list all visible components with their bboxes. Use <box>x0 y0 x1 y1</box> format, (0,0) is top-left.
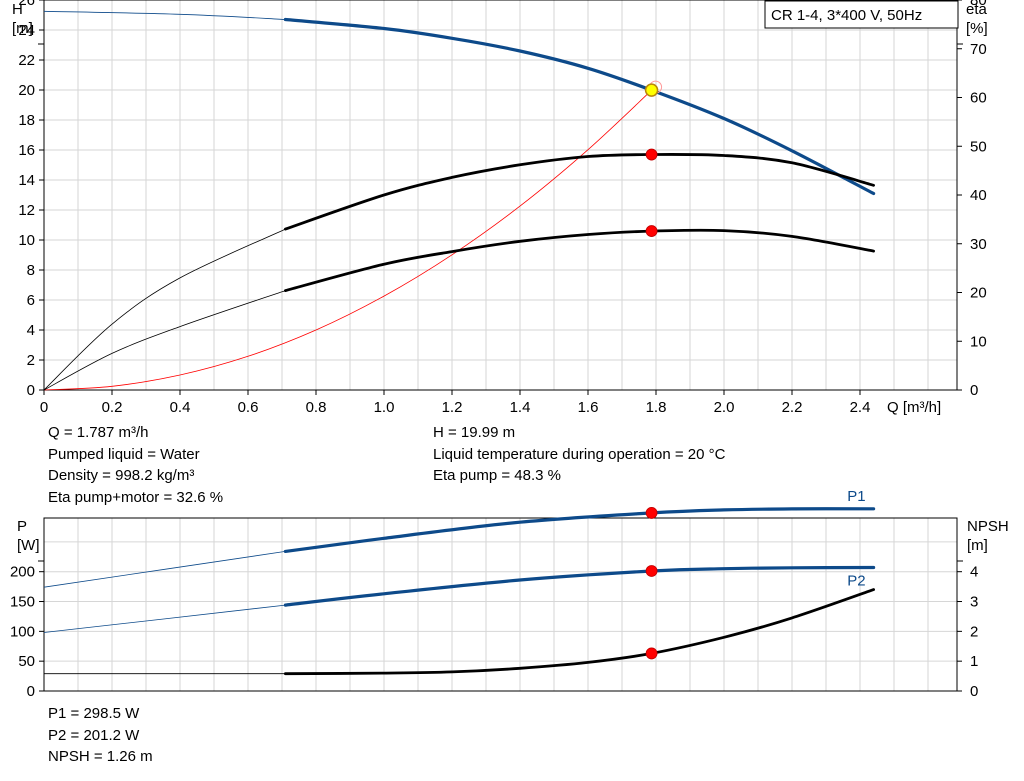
head-eta-panel-ytick-label: 0 <box>27 382 35 399</box>
head-eta-panel-xtick-label: 2.4 <box>850 399 871 416</box>
power-npsh-panel-ytick-label: 0 <box>27 683 35 700</box>
head-eta-panel-xtick-label: 1.2 <box>442 399 463 416</box>
power-npsh-panel-ytick-label: 50 <box>18 653 35 670</box>
head-eta-panel-series-eta-pump-motor-thin-line <box>43 290 286 391</box>
density-readout: Density = 998.2 kg/m³ <box>48 467 195 484</box>
duty-info-right: H = 19.99 m Liquid temperature during op… <box>433 422 725 487</box>
power-npsh-panel-duty-point-marker-0 <box>645 507 658 519</box>
power-npsh-panel-series-p2-bold-line <box>283 565 876 607</box>
head-eta-panel-y2tick-label: 80 <box>970 0 987 9</box>
p2-readout: P2 = 201.2 W <box>48 726 140 744</box>
power-npsh-panel-y2tick-label: 3 <box>970 594 978 611</box>
p1-readout: P1 = 298.5 W <box>48 705 140 722</box>
power-npsh-panel-y2tick-label: 1 <box>970 653 978 670</box>
head-eta-panel-ytick-label: 24 <box>18 22 35 39</box>
head-eta-panel-xlabel: Q [m³/h] <box>887 399 941 416</box>
head-eta-panel-xtick-label: 2.0 <box>714 399 735 416</box>
head-eta-panel-ytick-label: 14 <box>18 172 35 189</box>
power-info: P1 = 298.5 W P2 = 201.2 W NPSH = 1.26 m <box>48 703 153 768</box>
head-eta-panel-series-h-bold-line <box>283 17 876 196</box>
head-eta-panel-y2tick-label: 40 <box>970 187 987 204</box>
head-eta-panel-series-system-line <box>43 89 652 391</box>
power-npsh-panel-ylabel-line-1: [W] <box>17 537 40 554</box>
power-npsh-panel-series-p1-bold-line <box>283 507 876 553</box>
head-eta-panel-y2label-line-0: eta <box>966 1 988 18</box>
power-npsh-panel-series-p1-thin-line <box>43 551 286 588</box>
head-eta-panel-ytick-label: 2 <box>27 352 35 369</box>
eta-pump-readout: Eta pump = 48.3 % <box>433 467 561 484</box>
head-eta-panel-ytick-label: 12 <box>18 202 35 219</box>
head-readout: H = 19.99 m <box>433 424 516 441</box>
power-npsh-panel-y2tick-label: 4 <box>970 564 978 581</box>
power-npsh-panel-series-npsh-bold-line <box>284 588 875 676</box>
head-eta-panel-ytick-label: 4 <box>27 322 35 339</box>
power-npsh-panel-duty-point-marker-1 <box>645 565 658 577</box>
head-eta-panel-ylabel-line-1: [m] <box>12 20 33 37</box>
chart-title: CR 1-4, 3*400 V, 50Hz <box>771 7 922 24</box>
head-eta-panel-duty-point-marker <box>644 83 659 97</box>
head-eta-panel-ytick-label: 22 <box>18 52 35 69</box>
power-npsh-panel-plot-frame <box>43 517 958 692</box>
head-eta-panel-y2label-line-1: [%] <box>966 20 988 37</box>
head-eta-panel-y2tick-label: 70 <box>970 41 987 58</box>
head-eta-panel-plot-frame <box>43 0 958 391</box>
liquid-temperature-readout: Liquid temperature during operation = 20… <box>433 445 726 463</box>
power-npsh-panel-series-p1-legend-label: P1 <box>847 488 865 505</box>
head-eta-panel-series-eta-pump-motor-bold-line <box>284 228 875 292</box>
power-npsh-panel-y2label-line-1: [m] <box>967 537 988 554</box>
pumped-liquid-readout: Pumped liquid = Water <box>48 445 200 463</box>
power-npsh-panel-ytick-label: 100 <box>10 623 35 640</box>
flow-readout: Q = 1.787 m³/h <box>48 424 149 441</box>
head-eta-panel-y2tick-label: 0 <box>970 382 978 399</box>
power-npsh-panel-ylabel-line-0: P <box>17 518 27 535</box>
power-npsh-panel-series-p2-legend-label: P2 <box>847 573 865 590</box>
head-eta-panel-duty-point-marker-2 <box>645 225 658 237</box>
head-eta-panel-xtick-label: 1.6 <box>578 399 599 416</box>
power-npsh-panel-y2label-line-0: NPSH <box>967 518 1009 535</box>
power-npsh-panel-ytick-label: 200 <box>10 564 35 581</box>
head-eta-panel-xtick-label: 2.2 <box>782 399 803 416</box>
power-npsh-panel-series-p2-thin-line <box>43 604 286 633</box>
eta-pump-motor-readout: Eta pump+motor = 32.6 % <box>48 488 224 506</box>
power-npsh-panel-y2tick-label: 0 <box>970 683 978 700</box>
head-eta-panel-series-eta-pump-thin-line <box>43 228 286 391</box>
head-eta-panel-ytick-label: 10 <box>18 232 35 249</box>
duty-info-left: Q = 1.787 m³/h Pumped liquid = Water Den… <box>48 422 223 508</box>
head-eta-panel-xtick-label: 1.0 <box>374 399 395 416</box>
head-eta-panel-y2tick-label: 60 <box>970 90 987 107</box>
power-npsh-panel-ytick-label: 150 <box>10 594 35 611</box>
chart-title-box <box>764 0 959 29</box>
head-eta-panel-ytick-label: 18 <box>18 112 35 129</box>
head-eta-panel-series-h-thin-line <box>43 10 286 20</box>
head-eta-panel-xtick-label: 1.4 <box>510 399 531 416</box>
head-eta-panel-xtick-label: 0.2 <box>102 399 123 416</box>
head-eta-panel-xtick-label: 0.4 <box>170 399 191 416</box>
head-eta-panel-ytick-label: 6 <box>27 292 35 309</box>
head-eta-panel-xtick-label: 0.6 <box>238 399 259 416</box>
head-eta-panel-ytick-label: 20 <box>18 82 35 99</box>
head-eta-panel-ytick-label: 26 <box>18 0 35 9</box>
power-npsh-panel-duty-point-marker-2 <box>645 647 658 660</box>
head-eta-panel-y2tick-label: 20 <box>970 285 987 302</box>
head-eta-panel-ylabel-line-0: H <box>12 1 23 18</box>
head-eta-panel-y2tick-label: 30 <box>970 236 987 253</box>
head-eta-panel-y2tick-label: 10 <box>970 333 987 350</box>
head-eta-panel-series-eta-pump-bold-line <box>284 153 875 231</box>
power-npsh-panel-y2tick-label: 2 <box>970 623 978 640</box>
head-eta-panel-duty-point-marker-1 <box>645 148 658 161</box>
head-eta-panel-y2tick-label: 50 <box>970 138 987 155</box>
head-eta-panel-ytick-label: 16 <box>18 142 35 159</box>
npsh-readout: NPSH = 1.26 m <box>48 748 153 765</box>
head-eta-panel-xtick-label: 0 <box>40 399 48 416</box>
head-eta-panel-xtick-label: 0.8 <box>306 399 327 416</box>
head-eta-panel-ytick-label: 8 <box>27 262 35 279</box>
head-eta-panel-xtick-label: 1.8 <box>646 399 667 416</box>
